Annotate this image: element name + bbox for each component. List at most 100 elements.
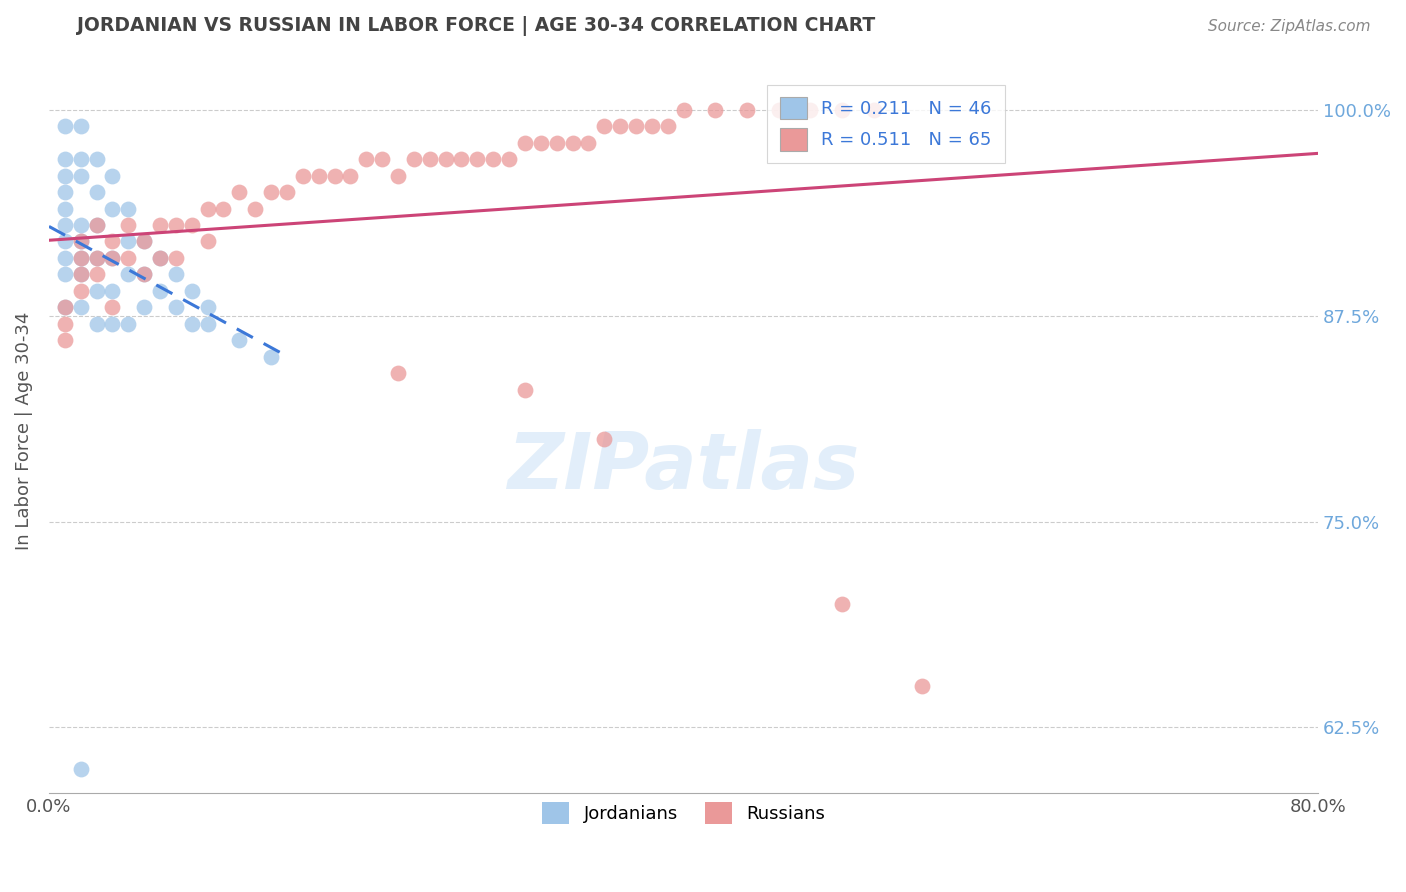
- Point: [593, 432, 616, 446]
- Point: [101, 235, 124, 249]
- Point: [86, 284, 108, 298]
- Point: [672, 103, 695, 117]
- Point: [641, 119, 664, 133]
- Point: [576, 136, 599, 150]
- Point: [69, 235, 91, 249]
- Point: [69, 152, 91, 166]
- Point: [165, 301, 187, 315]
- Point: [276, 185, 298, 199]
- Point: [53, 251, 76, 265]
- Point: [117, 251, 139, 265]
- Point: [53, 152, 76, 166]
- Point: [482, 152, 505, 166]
- Point: [387, 169, 409, 183]
- Point: [450, 152, 472, 166]
- Point: [197, 301, 219, 315]
- Point: [465, 152, 488, 166]
- Point: [291, 169, 314, 183]
- Point: [197, 317, 219, 331]
- Point: [69, 218, 91, 232]
- Point: [117, 202, 139, 216]
- Point: [197, 235, 219, 249]
- Point: [609, 119, 631, 133]
- Point: [419, 152, 441, 166]
- Point: [101, 251, 124, 265]
- Point: [69, 119, 91, 133]
- Point: [434, 152, 457, 166]
- Point: [69, 268, 91, 282]
- Point: [86, 185, 108, 199]
- Point: [69, 284, 91, 298]
- Point: [245, 202, 267, 216]
- Point: [704, 103, 727, 117]
- Point: [53, 185, 76, 199]
- Point: [308, 169, 330, 183]
- Point: [149, 251, 172, 265]
- Point: [69, 762, 91, 776]
- Point: [180, 284, 202, 298]
- Point: [86, 152, 108, 166]
- Point: [561, 136, 583, 150]
- Point: [53, 334, 76, 348]
- Point: [53, 317, 76, 331]
- Point: [86, 218, 108, 232]
- Point: [101, 301, 124, 315]
- Point: [53, 119, 76, 133]
- Point: [117, 218, 139, 232]
- Point: [101, 317, 124, 331]
- Point: [498, 152, 520, 166]
- Text: JORDANIAN VS RUSSIAN IN LABOR FORCE | AGE 30-34 CORRELATION CHART: JORDANIAN VS RUSSIAN IN LABOR FORCE | AG…: [77, 16, 876, 37]
- Point: [69, 301, 91, 315]
- Point: [228, 185, 250, 199]
- Point: [339, 169, 361, 183]
- Point: [134, 301, 156, 315]
- Point: [387, 366, 409, 380]
- Point: [69, 251, 91, 265]
- Point: [69, 251, 91, 265]
- Point: [546, 136, 568, 150]
- Point: [117, 268, 139, 282]
- Point: [402, 152, 425, 166]
- Point: [53, 301, 76, 315]
- Point: [86, 218, 108, 232]
- Point: [356, 152, 378, 166]
- Point: [513, 383, 536, 397]
- Point: [165, 251, 187, 265]
- Point: [53, 268, 76, 282]
- Point: [69, 268, 91, 282]
- Point: [149, 284, 172, 298]
- Point: [86, 251, 108, 265]
- Point: [165, 268, 187, 282]
- Point: [149, 251, 172, 265]
- Point: [624, 119, 647, 133]
- Legend: Jordanians, Russians: Jordanians, Russians: [531, 791, 837, 835]
- Point: [101, 169, 124, 183]
- Point: [53, 301, 76, 315]
- Point: [69, 169, 91, 183]
- Point: [117, 235, 139, 249]
- Point: [735, 103, 758, 117]
- Point: [134, 235, 156, 249]
- Point: [134, 268, 156, 282]
- Point: [86, 317, 108, 331]
- Text: ZIPatlas: ZIPatlas: [508, 429, 859, 505]
- Point: [53, 202, 76, 216]
- Point: [323, 169, 346, 183]
- Point: [593, 119, 616, 133]
- Point: [101, 251, 124, 265]
- Text: Source: ZipAtlas.com: Source: ZipAtlas.com: [1208, 20, 1371, 34]
- Point: [101, 202, 124, 216]
- Point: [863, 103, 886, 117]
- Point: [101, 284, 124, 298]
- Point: [149, 218, 172, 232]
- Point: [371, 152, 394, 166]
- Point: [86, 268, 108, 282]
- Point: [831, 103, 853, 117]
- Point: [86, 251, 108, 265]
- Point: [165, 218, 187, 232]
- Point: [799, 103, 821, 117]
- Point: [910, 679, 932, 693]
- Point: [134, 235, 156, 249]
- Point: [69, 235, 91, 249]
- Point: [180, 317, 202, 331]
